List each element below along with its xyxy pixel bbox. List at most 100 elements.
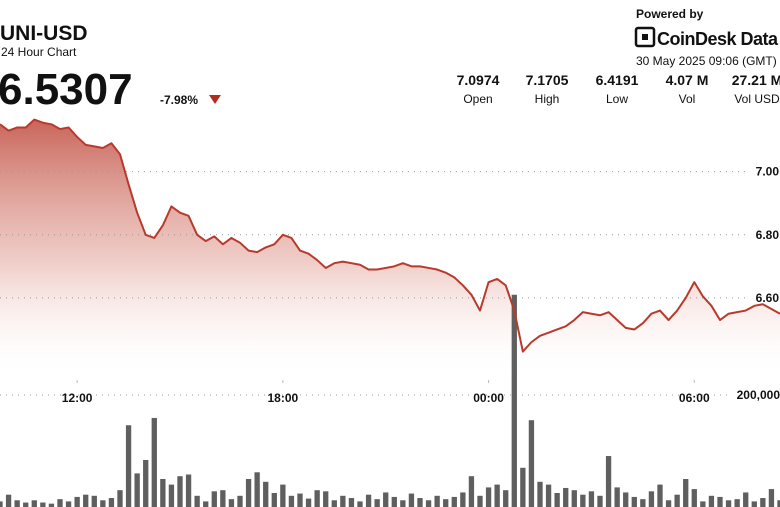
volume-bar bbox=[74, 496, 80, 507]
volume-bar bbox=[588, 491, 595, 507]
volume-bar bbox=[743, 492, 749, 507]
volume-bar bbox=[614, 487, 620, 507]
volume-bar bbox=[237, 495, 243, 507]
stat-value: 7.1705 bbox=[526, 72, 569, 88]
volume-bar bbox=[0, 501, 3, 507]
down-arrow bbox=[209, 95, 221, 104]
powered-by: Powered by bbox=[636, 7, 704, 21]
x-tick-label: 06:00 bbox=[679, 391, 710, 405]
volume-bar bbox=[177, 476, 183, 507]
volume-bar bbox=[408, 493, 415, 507]
volume-bar bbox=[725, 500, 732, 507]
stat-label: Vol USD bbox=[734, 92, 780, 106]
volume-bar bbox=[220, 490, 226, 507]
volume-bar bbox=[665, 500, 672, 507]
volume-bar bbox=[537, 481, 543, 507]
stat-value: 4.07 M bbox=[666, 72, 709, 88]
volume-bar bbox=[194, 495, 200, 507]
volume-bar bbox=[520, 467, 526, 507]
volume-bar bbox=[160, 479, 166, 507]
header: UNI-USD 24 Hour Chart 6.5307 -7.98% Powe… bbox=[0, 7, 780, 114]
volume-bar bbox=[580, 494, 586, 507]
volume-bar bbox=[460, 492, 466, 507]
volume-bar bbox=[40, 502, 46, 507]
y-tick-label: 6.80 bbox=[756, 228, 780, 242]
volume-bar bbox=[117, 490, 123, 507]
volume-bar bbox=[211, 491, 217, 507]
volume-bar bbox=[545, 484, 552, 507]
volume-bar bbox=[691, 489, 697, 507]
volume-bar bbox=[297, 493, 303, 507]
stat-label: High bbox=[535, 92, 560, 106]
volume-bar bbox=[597, 495, 603, 507]
volume-bar bbox=[751, 501, 757, 507]
volume-bar bbox=[203, 501, 209, 507]
volume-bar bbox=[468, 476, 475, 507]
volume-bar bbox=[5, 494, 12, 507]
volume-bar bbox=[563, 487, 569, 507]
volume-bar bbox=[605, 456, 612, 507]
brand-logo bbox=[634, 26, 656, 48]
volume-bar bbox=[425, 500, 432, 507]
y-tick-label: 7.00 bbox=[756, 165, 780, 179]
volume-bar bbox=[348, 498, 355, 507]
title: UNI-USD bbox=[0, 22, 88, 45]
volume-bar bbox=[777, 500, 780, 507]
volume-bar bbox=[477, 495, 483, 507]
volume-bar bbox=[451, 496, 457, 507]
volume-bar bbox=[83, 494, 89, 507]
volume-bar bbox=[228, 499, 235, 507]
x-tick-label: 12:00 bbox=[62, 391, 93, 405]
volume-bar bbox=[760, 498, 766, 507]
volume-bar bbox=[331, 500, 337, 507]
volume-bar bbox=[434, 495, 440, 507]
volume-bar bbox=[717, 496, 723, 507]
volume-bar bbox=[383, 492, 389, 507]
volume-bar bbox=[288, 495, 295, 507]
volume-bar bbox=[657, 484, 663, 507]
volume-bar bbox=[374, 499, 380, 507]
volume-bar bbox=[14, 500, 20, 507]
volume-bar bbox=[571, 490, 577, 507]
volume-bar bbox=[674, 494, 680, 507]
volume-bar bbox=[357, 501, 363, 507]
volume-bar bbox=[443, 499, 449, 507]
volume-bar bbox=[485, 487, 492, 507]
volume-bar bbox=[245, 479, 252, 507]
volume-bar bbox=[768, 489, 775, 507]
volume-bar bbox=[168, 484, 175, 507]
volume-bar bbox=[100, 500, 106, 507]
subtitle: 24 Hour Chart bbox=[1, 45, 77, 59]
volume-bar bbox=[254, 472, 260, 507]
stat-value: 7.0974 bbox=[457, 72, 500, 88]
volume-bar bbox=[143, 459, 149, 507]
price-area bbox=[0, 119, 780, 380]
plot-area: 7.00 6.80 6.60 200,000 12:00 18:00 00:00 06:00 bbox=[0, 118, 780, 507]
stat-label: Low bbox=[606, 92, 628, 106]
volume-bar bbox=[305, 498, 312, 507]
volume-bar bbox=[263, 481, 269, 507]
x-tick-label: 18:00 bbox=[268, 391, 299, 405]
stat-label: Vol bbox=[679, 92, 696, 106]
volume-bar bbox=[57, 499, 63, 507]
volume-bar bbox=[48, 503, 55, 507]
volume-bar bbox=[554, 493, 560, 507]
volume-bar bbox=[683, 479, 689, 507]
volume-bar bbox=[503, 490, 509, 507]
volume-bar bbox=[708, 495, 715, 507]
volume-bar bbox=[417, 498, 423, 507]
y2-tick-label: 200,000 bbox=[737, 388, 780, 402]
volume-bar bbox=[511, 294, 517, 507]
volume-bar bbox=[314, 490, 320, 507]
volume-bar bbox=[528, 420, 535, 507]
volume-bar bbox=[400, 500, 406, 507]
y-tick-label: 6.60 bbox=[756, 291, 780, 305]
volume-bar bbox=[185, 474, 192, 507]
volume-bar bbox=[640, 499, 646, 507]
change: -7.98% bbox=[160, 93, 198, 107]
volume-bar bbox=[391, 496, 397, 507]
timestamp: 30 May 2025 09:06 (GMT) bbox=[636, 54, 777, 68]
volume-bar bbox=[631, 496, 637, 507]
